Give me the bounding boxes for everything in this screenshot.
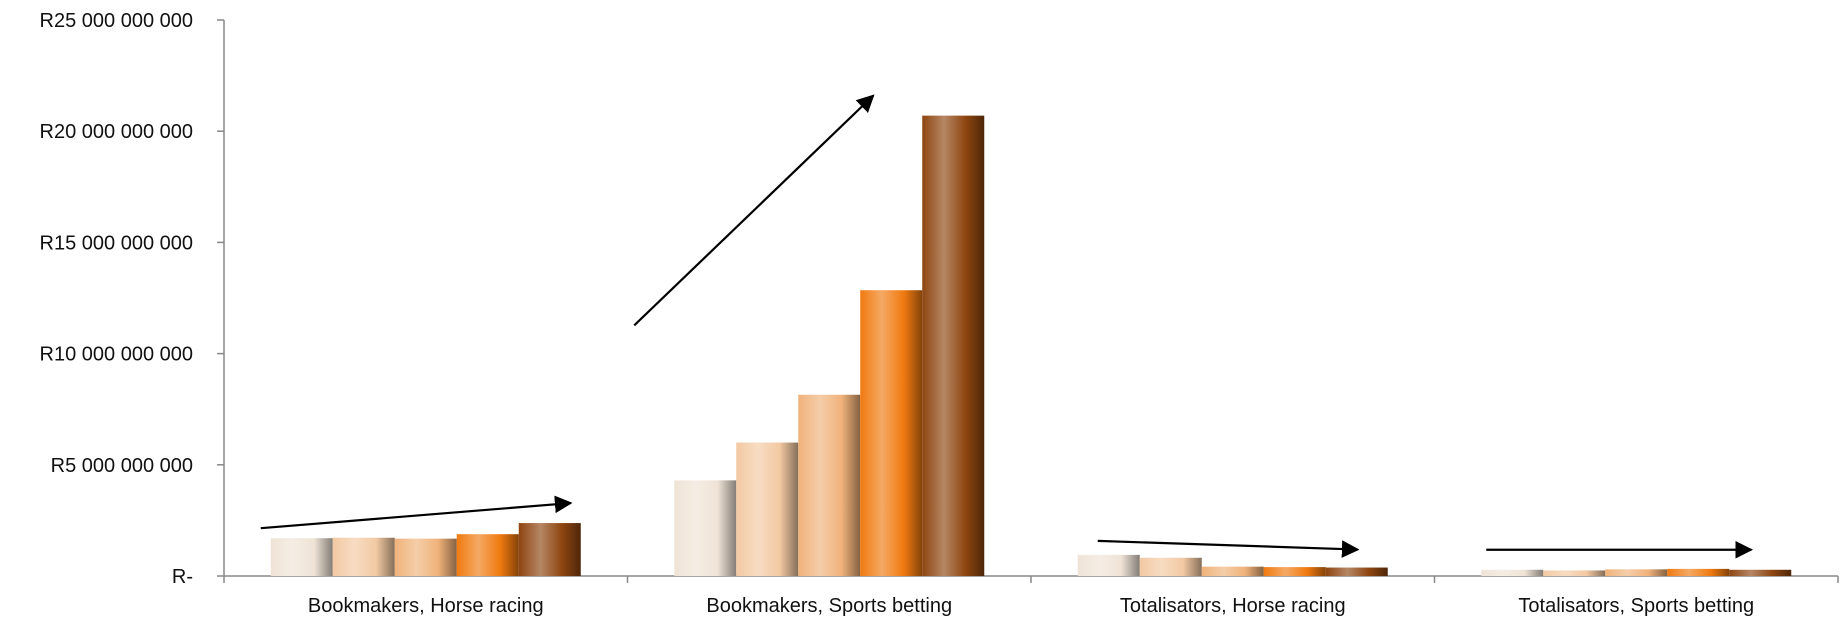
bar: [1263, 567, 1326, 576]
bar: [1543, 570, 1606, 576]
trend-arrow: [260, 495, 573, 530]
y-tick-label: R-: [172, 566, 193, 588]
y-axis: R- R5 000 000 000 R10 000 000 000 R15 000 0…: [40, 10, 225, 588]
bar: [1201, 566, 1264, 576]
bar: [674, 480, 737, 576]
bar: [270, 538, 333, 576]
bar: [394, 538, 457, 576]
x-category-label: Bookmakers, Sports betting: [706, 595, 952, 617]
bar: [332, 537, 395, 576]
bar: [518, 523, 581, 576]
bar: [736, 442, 799, 576]
trend-arrow: [1097, 539, 1360, 558]
trend-arrows: [260, 94, 1754, 559]
bars: [270, 115, 1792, 576]
y-tick-label: R15 000 000 000: [40, 232, 193, 254]
bar: [798, 394, 861, 576]
x-axis: Bookmakers, Horse racing Bookmakers, Spor…: [223, 575, 1839, 617]
y-tick-label: R10 000 000 000: [40, 344, 193, 366]
bar: [456, 534, 519, 576]
y-tick-label: R25 000 000 000: [40, 10, 193, 32]
bar: [860, 290, 923, 576]
bar: [922, 115, 985, 576]
y-tick-label: R20 000 000 000: [40, 121, 193, 143]
bar: [1605, 569, 1668, 576]
bar: [1325, 567, 1388, 576]
bar: [1139, 557, 1202, 576]
x-category-label: Totalisators, Horse racing: [1120, 595, 1346, 617]
trend-arrow: [633, 94, 875, 327]
bar: [1481, 569, 1544, 576]
bar: [1667, 568, 1730, 576]
x-category-label: Bookmakers, Horse racing: [308, 595, 544, 617]
y-tick-label: R5 000 000 000: [51, 455, 193, 477]
bar: [1729, 569, 1792, 576]
x-category-label: Totalisators, Sports betting: [1518, 595, 1754, 617]
bar: [1077, 554, 1140, 576]
